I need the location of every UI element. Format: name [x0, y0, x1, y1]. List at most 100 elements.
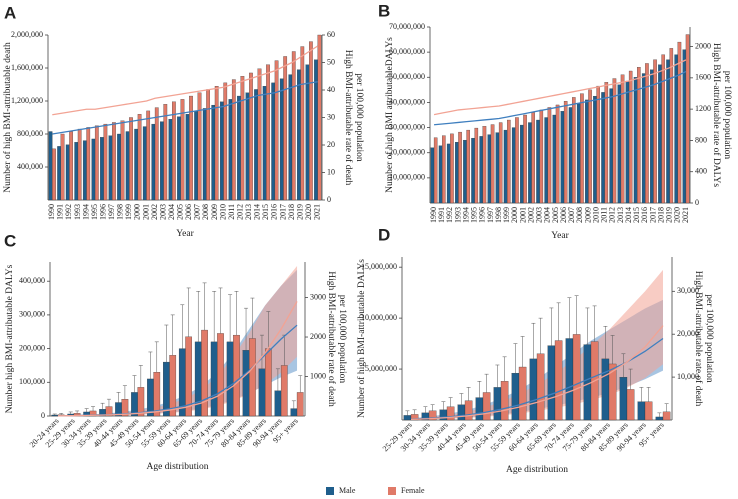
y2-axis-title: per 100,000 population: [337, 295, 347, 384]
legend-label: Male: [339, 486, 356, 495]
bar: [48, 131, 53, 201]
bar: [645, 63, 649, 204]
error-bar: [275, 368, 280, 391]
x-tick-label: 2018: [287, 204, 296, 220]
x-tick-label: 1997: [486, 207, 495, 223]
bar: [653, 59, 657, 204]
bar: [297, 69, 301, 201]
bar: [515, 117, 519, 204]
error-bar: [405, 410, 410, 416]
x-tick-label: 2006: [559, 207, 568, 223]
x-tick-label: 1999: [502, 207, 511, 223]
x-tick-label: 2003: [158, 204, 167, 220]
x-tick-label: 2000: [510, 207, 519, 223]
y2-tick-label: 800: [695, 135, 707, 144]
y2-axis-title: High BMI-attributable rate of death: [343, 50, 354, 186]
error-bar: [298, 375, 303, 393]
bar: [637, 67, 641, 204]
error-bar: [291, 400, 296, 409]
bar: [666, 59, 670, 204]
error-bar: [59, 413, 64, 415]
y-tick-label: 100,000: [19, 377, 45, 386]
bar: [658, 64, 662, 204]
bar: [493, 387, 502, 421]
rate-line: [52, 81, 318, 135]
y-tick-label: 20,000,000: [389, 148, 425, 157]
bar: [228, 99, 233, 201]
bar: [108, 135, 113, 201]
bar: [100, 137, 104, 201]
bar: [563, 101, 568, 204]
x-tick-label: 2015: [261, 204, 270, 220]
bar: [580, 93, 584, 204]
error-bar: [132, 375, 137, 393]
error-bar: [610, 335, 615, 364]
x-tick-label: 2007: [193, 204, 202, 220]
x-tick-label: 1991: [56, 204, 65, 220]
bar: [242, 350, 250, 417]
bar: [147, 378, 154, 417]
y-tick-label: 5,000,000: [365, 364, 397, 373]
bar: [529, 358, 538, 421]
x-tick-label: 2008: [575, 207, 584, 223]
error-bar: [250, 297, 255, 339]
bar: [226, 341, 234, 417]
uncertainty-band: [411, 269, 663, 420]
rate-line: [57, 301, 298, 417]
y2-tick-label: 2000: [695, 41, 711, 50]
bar: [547, 107, 552, 204]
rate-line: [433, 59, 687, 116]
y-tick-label: 400,000: [19, 276, 45, 285]
y-tick-label: 400,000: [17, 162, 43, 171]
bar: [650, 69, 654, 204]
error-bar: [180, 304, 185, 349]
bar: [283, 56, 288, 201]
y2-tick-label: 0: [695, 198, 699, 207]
error-bar: [466, 387, 471, 401]
y-tick-label: 70,000,000: [389, 22, 425, 31]
bar: [625, 80, 630, 204]
error-bar: [513, 343, 518, 374]
bar: [507, 119, 511, 204]
x-tick-label: 1997: [107, 204, 116, 220]
y2-axis-title: High BMI-attributable rate of DALYs: [711, 43, 722, 187]
bar: [129, 117, 133, 201]
bar: [120, 120, 125, 201]
x-tick-label: 2009: [583, 207, 592, 223]
error-bar: [116, 392, 121, 403]
bar: [457, 404, 466, 421]
bar: [555, 104, 560, 204]
bar: [279, 78, 284, 201]
bar: [291, 51, 296, 201]
x-tick-label: 2021: [681, 207, 690, 223]
x-tick-label: 1998: [116, 204, 125, 220]
bar: [637, 401, 646, 421]
x-tick-label: 1996: [98, 204, 107, 220]
x-tick-label: 2011: [600, 207, 609, 223]
x-axis-title: Year: [176, 229, 194, 239]
error-bar: [441, 401, 446, 410]
y2-tick-label: 3000: [310, 292, 326, 301]
bar: [511, 372, 520, 421]
bar: [593, 95, 597, 204]
bar: [249, 338, 256, 417]
y-tick-label: 1,200,000: [11, 96, 43, 105]
y-tick-label: 800,000: [17, 129, 43, 138]
bar: [237, 95, 241, 201]
bar: [202, 108, 207, 201]
bar: [314, 59, 318, 201]
bar: [619, 377, 628, 421]
bar: [94, 125, 99, 201]
x-tick-label: 2016: [640, 207, 649, 223]
bar: [210, 341, 218, 417]
y2-tick-label: 30,000: [677, 286, 699, 295]
bar: [518, 366, 527, 421]
error-bar: [186, 287, 191, 337]
y-tick-label: 15,000,000: [361, 262, 397, 271]
error-bar: [244, 307, 249, 351]
y2-axis-title: High BMI-attributable rate of death: [693, 271, 704, 407]
bar: [466, 129, 470, 204]
bar: [403, 415, 412, 421]
error-bar: [603, 326, 608, 359]
x-tick-label: 2014: [253, 204, 262, 220]
